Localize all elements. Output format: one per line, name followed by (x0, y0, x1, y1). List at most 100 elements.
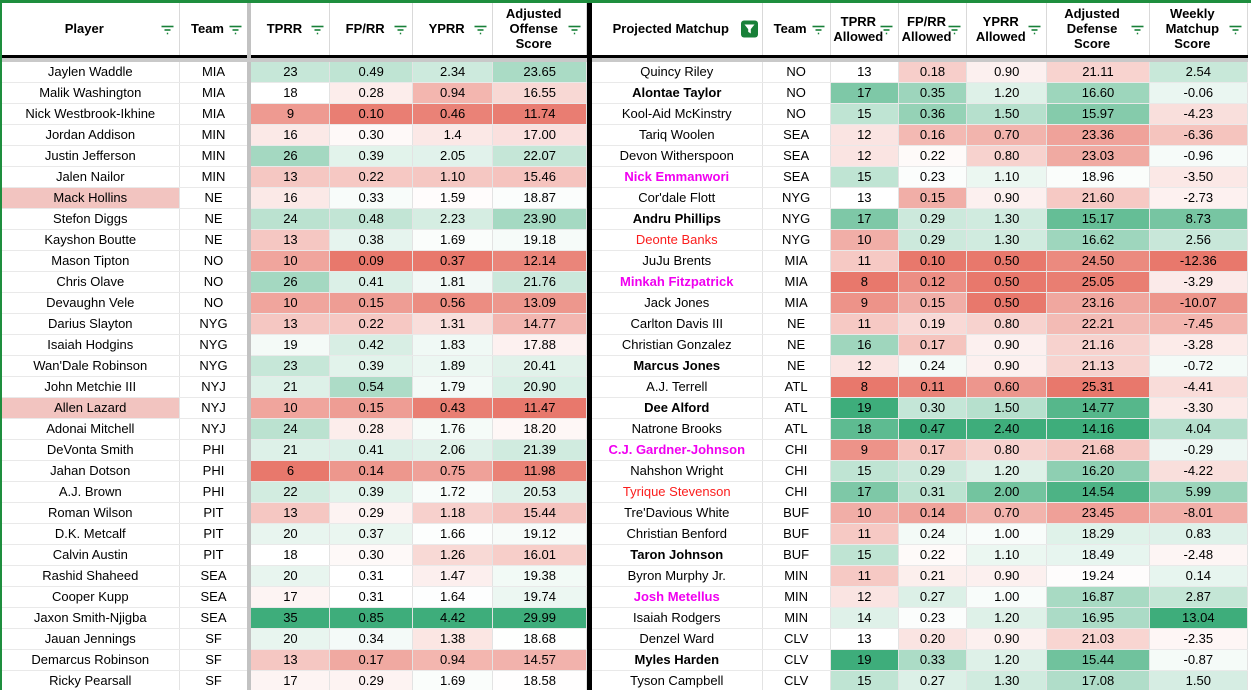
filter-active-icon[interactable] (740, 20, 758, 38)
adjusted-defense-score-cell[interactable]: 21.13 (1046, 355, 1150, 377)
yprr-allowed-cell[interactable]: 0.60 (966, 376, 1048, 398)
fprr-cell[interactable]: 0.31 (329, 586, 413, 608)
yprr-cell[interactable]: 2.34 (412, 61, 494, 83)
fprr-cell[interactable]: 0.29 (329, 502, 413, 524)
adjusted-offense-score-cell[interactable]: 20.53 (492, 481, 587, 503)
filter-icon[interactable] (1027, 22, 1042, 35)
fprr-cell[interactable]: 0.48 (329, 208, 413, 230)
yprr-allowed-cell[interactable]: 0.80 (966, 313, 1048, 335)
tprr-allowed-cell[interactable]: 9 (830, 292, 899, 314)
team-cell[interactable]: PHI (179, 481, 250, 503)
filter-icon[interactable] (947, 22, 962, 35)
matchup-name-cell[interactable]: Carlton Davis III (589, 313, 763, 335)
tprr-allowed-cell[interactable]: 15 (830, 166, 899, 188)
tprr-cell[interactable]: 10 (247, 397, 331, 419)
yprr-cell[interactable]: 0.75 (412, 460, 494, 482)
header-fprr-allowed[interactable]: FP/RR Allowed (898, 3, 968, 58)
team-cell[interactable]: CLV (762, 670, 831, 690)
team-cell[interactable]: NO (762, 82, 831, 104)
tprr-cell[interactable]: 20 (247, 523, 331, 545)
team-cell[interactable]: MIA (762, 292, 831, 314)
team-cell[interactable]: SEA (762, 124, 831, 146)
weekly-matchup-score-cell[interactable]: 4.04 (1148, 418, 1249, 440)
yprr-cell[interactable]: 1.83 (412, 334, 494, 356)
filter-icon[interactable] (473, 22, 488, 35)
team-cell[interactable]: PIT (179, 523, 250, 545)
adjusted-offense-score-cell[interactable]: 19.38 (492, 565, 587, 587)
adjusted-defense-score-cell[interactable]: 21.68 (1046, 439, 1150, 461)
fprr-allowed-cell[interactable]: 0.35 (898, 82, 968, 104)
yprr-cell[interactable]: 2.23 (412, 208, 494, 230)
yprr-allowed-cell[interactable]: 0.90 (966, 355, 1048, 377)
tprr-allowed-cell[interactable]: 12 (830, 145, 899, 167)
weekly-matchup-score-cell[interactable]: -8.01 (1148, 502, 1249, 524)
fprr-allowed-cell[interactable]: 0.21 (898, 565, 968, 587)
fprr-allowed-cell[interactable]: 0.30 (898, 397, 968, 419)
tprr-allowed-cell[interactable]: 15 (830, 670, 899, 690)
team-cell[interactable]: NYG (179, 334, 250, 356)
tprr-cell[interactable]: 20 (247, 565, 331, 587)
tprr-allowed-cell[interactable]: 17 (830, 82, 899, 104)
tprr-allowed-cell[interactable]: 12 (830, 355, 899, 377)
yprr-allowed-cell[interactable]: 0.90 (966, 565, 1048, 587)
adjusted-offense-score-cell[interactable]: 18.58 (492, 670, 587, 690)
yprr-allowed-cell[interactable]: 0.90 (966, 61, 1048, 83)
matchup-name-cell[interactable]: Taron Johnson (589, 544, 763, 566)
player-name-cell[interactable]: Cooper Kupp (2, 586, 180, 608)
yprr-cell[interactable]: 1.89 (412, 355, 494, 377)
tprr-cell[interactable]: 13 (247, 649, 331, 671)
tprr-cell[interactable]: 18 (247, 82, 331, 104)
team-cell[interactable]: NYG (179, 355, 250, 377)
adjusted-defense-score-cell[interactable]: 24.50 (1046, 250, 1150, 272)
matchup-name-cell[interactable]: Josh Metellus (589, 586, 763, 608)
yprr-cell[interactable]: 1.79 (412, 376, 494, 398)
fprr-allowed-cell[interactable]: 0.33 (898, 649, 968, 671)
player-name-cell[interactable]: Darius Slayton (2, 313, 180, 335)
tprr-allowed-cell[interactable]: 16 (830, 334, 899, 356)
team-cell[interactable]: NE (762, 355, 831, 377)
tprr-cell[interactable]: 13 (247, 229, 331, 251)
fprr-cell[interactable]: 0.42 (329, 334, 413, 356)
player-name-cell[interactable]: Wan'Dale Robinson (2, 355, 180, 377)
adjusted-offense-score-cell[interactable]: 22.07 (492, 145, 587, 167)
tprr-allowed-cell[interactable]: 17 (830, 208, 899, 230)
filter-icon[interactable] (310, 22, 325, 35)
tprr-allowed-cell[interactable]: 8 (830, 376, 899, 398)
tprr-allowed-cell[interactable]: 19 (830, 397, 899, 419)
team-cell[interactable]: MIN (179, 166, 250, 188)
tprr-cell[interactable]: 18 (247, 544, 331, 566)
team-cell[interactable]: PHI (179, 460, 250, 482)
tprr-cell[interactable]: 26 (247, 145, 331, 167)
fprr-cell[interactable]: 0.22 (329, 166, 413, 188)
player-name-cell[interactable]: Justin Jefferson (2, 145, 180, 167)
team-cell[interactable]: MIN (179, 145, 250, 167)
yprr-cell[interactable]: 4.42 (412, 607, 494, 629)
tprr-allowed-cell[interactable]: 9 (830, 439, 899, 461)
yprr-allowed-cell[interactable]: 1.20 (966, 82, 1048, 104)
matchup-name-cell[interactable]: Byron Murphy Jr. (589, 565, 763, 587)
weekly-matchup-score-cell[interactable]: -0.96 (1148, 145, 1249, 167)
team-cell[interactable]: BUF (762, 502, 831, 524)
tprr-allowed-cell[interactable]: 15 (830, 460, 899, 482)
fprr-cell[interactable]: 0.10 (329, 103, 413, 125)
fprr-cell[interactable]: 0.39 (329, 481, 413, 503)
player-name-cell[interactable]: Kayshon Boutte (2, 229, 180, 251)
player-name-cell[interactable]: Rashid Shaheed (2, 565, 180, 587)
weekly-matchup-score-cell[interactable]: -7.45 (1148, 313, 1249, 335)
yprr-cell[interactable]: 2.05 (412, 145, 494, 167)
tprr-cell[interactable]: 24 (247, 418, 331, 440)
yprr-allowed-cell[interactable]: 0.90 (966, 187, 1048, 209)
team-cell[interactable]: CLV (762, 628, 831, 650)
adjusted-defense-score-cell[interactable]: 18.49 (1046, 544, 1150, 566)
weekly-matchup-score-cell[interactable]: -2.73 (1148, 187, 1249, 209)
team-cell[interactable]: SEA (179, 565, 250, 587)
team-cell[interactable]: MIN (179, 124, 250, 146)
weekly-matchup-score-cell[interactable]: -4.41 (1148, 376, 1249, 398)
team-cell[interactable]: NE (179, 229, 250, 251)
team-cell[interactable]: NE (762, 313, 831, 335)
adjusted-offense-score-cell[interactable]: 17.88 (492, 334, 587, 356)
filter-icon[interactable] (1228, 22, 1243, 35)
adjusted-offense-score-cell[interactable]: 21.76 (492, 271, 587, 293)
matchup-name-cell[interactable]: Christian Gonzalez (589, 334, 763, 356)
fprr-allowed-cell[interactable]: 0.11 (898, 376, 968, 398)
